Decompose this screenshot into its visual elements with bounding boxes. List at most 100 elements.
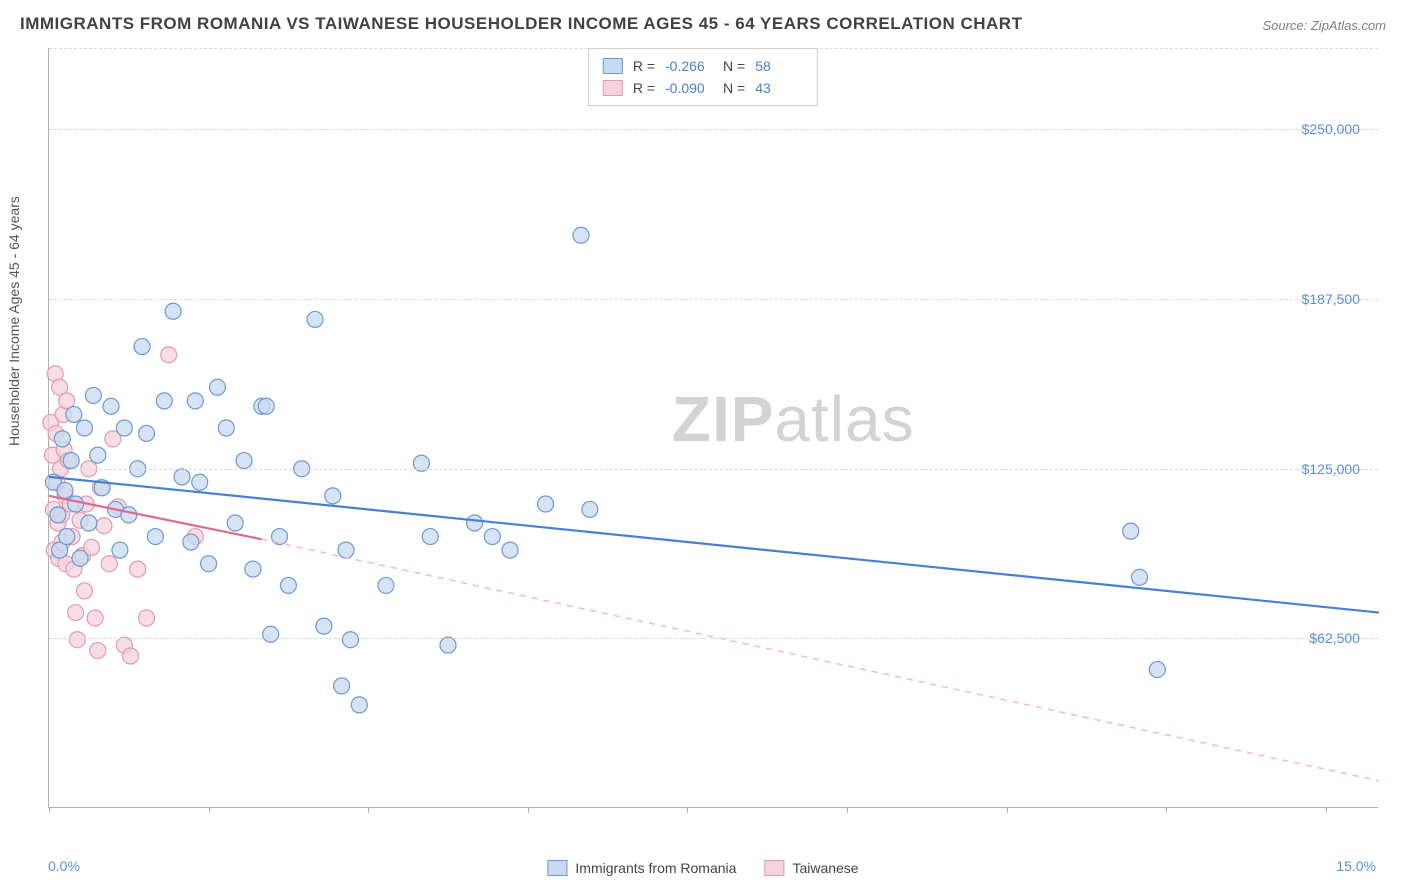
data-point <box>334 678 350 694</box>
data-point <box>187 393 203 409</box>
data-point <box>183 534 199 550</box>
data-point <box>325 488 341 504</box>
x-tick <box>847 807 848 813</box>
r-label: R = <box>633 80 655 96</box>
swatch-taiwanese <box>603 80 623 96</box>
data-point <box>59 529 75 545</box>
data-point <box>139 425 155 441</box>
scatter-svg <box>49 48 1378 807</box>
data-point <box>112 542 128 558</box>
data-point <box>280 577 296 593</box>
legend-item-romania: Immigrants from Romania <box>547 860 736 876</box>
data-point <box>316 618 332 634</box>
data-point <box>351 697 367 713</box>
x-axis-max-label: 15.0% <box>1336 858 1376 874</box>
data-point <box>66 406 82 422</box>
data-point <box>502 542 518 558</box>
x-tick <box>209 807 210 813</box>
data-point <box>440 637 456 653</box>
data-point <box>76 583 92 599</box>
data-point <box>103 398 119 414</box>
data-point <box>538 496 554 512</box>
data-point <box>1149 662 1165 678</box>
data-point <box>130 561 146 577</box>
data-point <box>201 556 217 572</box>
source-attribution: Source: ZipAtlas.com <box>1262 18 1386 33</box>
legend-label-romania: Immigrants from Romania <box>575 860 736 876</box>
data-point <box>422 529 438 545</box>
y-axis-title: Householder Income Ages 45 - 64 years <box>6 196 22 446</box>
data-point <box>50 507 66 523</box>
swatch-romania-icon <box>547 860 567 876</box>
data-point <box>378 577 394 593</box>
x-tick <box>528 807 529 813</box>
data-point <box>116 420 132 436</box>
data-point <box>57 482 73 498</box>
data-point <box>236 453 252 469</box>
data-point <box>90 643 106 659</box>
chart-title: IMMIGRANTS FROM ROMANIA VS TAIWANESE HOU… <box>20 14 1022 34</box>
data-point <box>63 453 79 469</box>
data-point <box>156 393 172 409</box>
legend-row-taiwanese: R = -0.090 N = 43 <box>603 77 803 99</box>
data-point <box>139 610 155 626</box>
data-point <box>342 632 358 648</box>
data-point <box>96 518 112 534</box>
data-point <box>165 303 181 319</box>
gridline <box>49 638 1378 639</box>
y-tick-label: $250,000 <box>1302 121 1360 137</box>
data-point <box>54 431 70 447</box>
data-point <box>174 469 190 485</box>
y-tick-label: $125,000 <box>1302 461 1360 477</box>
data-point <box>218 420 234 436</box>
data-point <box>307 311 323 327</box>
x-tick <box>687 807 688 813</box>
data-point <box>258 398 274 414</box>
r-value-taiwanese: -0.090 <box>665 80 713 96</box>
x-axis-min-label: 0.0% <box>48 858 80 874</box>
x-tick <box>1166 807 1167 813</box>
gridline <box>49 299 1378 300</box>
data-point <box>81 515 97 531</box>
data-point <box>484 529 500 545</box>
swatch-taiwanese-icon <box>764 860 784 876</box>
r-value-romania: -0.266 <box>665 58 713 74</box>
data-point <box>192 474 208 490</box>
data-point <box>147 529 163 545</box>
data-point <box>263 626 279 642</box>
legend-row-romania: R = -0.266 N = 58 <box>603 55 803 77</box>
data-point <box>209 379 225 395</box>
n-label: N = <box>723 58 745 74</box>
data-point <box>245 561 261 577</box>
data-point <box>87 610 103 626</box>
trend-line-romania <box>49 477 1379 613</box>
data-point <box>68 496 84 512</box>
data-point <box>573 227 589 243</box>
series-legend: Immigrants from Romania Taiwanese <box>547 860 858 876</box>
legend-item-taiwanese: Taiwanese <box>764 860 858 876</box>
data-point <box>123 648 139 664</box>
n-label: N = <box>723 80 745 96</box>
data-point <box>227 515 243 531</box>
data-point <box>1123 523 1139 539</box>
x-tick <box>1007 807 1008 813</box>
x-tick <box>49 807 50 813</box>
x-tick <box>368 807 369 813</box>
swatch-romania <box>603 58 623 74</box>
data-point <box>69 632 85 648</box>
gridline <box>49 129 1378 130</box>
y-tick-label: $187,500 <box>1302 291 1360 307</box>
data-point <box>161 347 177 363</box>
data-point <box>101 556 117 572</box>
n-value-taiwanese: 43 <box>755 80 803 96</box>
data-point <box>338 542 354 558</box>
data-point <box>68 605 84 621</box>
data-point <box>134 339 150 355</box>
data-point <box>72 550 88 566</box>
data-point <box>467 515 483 531</box>
gridline <box>49 469 1378 470</box>
n-value-romania: 58 <box>755 58 803 74</box>
r-label: R = <box>633 58 655 74</box>
data-point <box>90 447 106 463</box>
trend-line-taiwanese-dash <box>262 539 1379 781</box>
